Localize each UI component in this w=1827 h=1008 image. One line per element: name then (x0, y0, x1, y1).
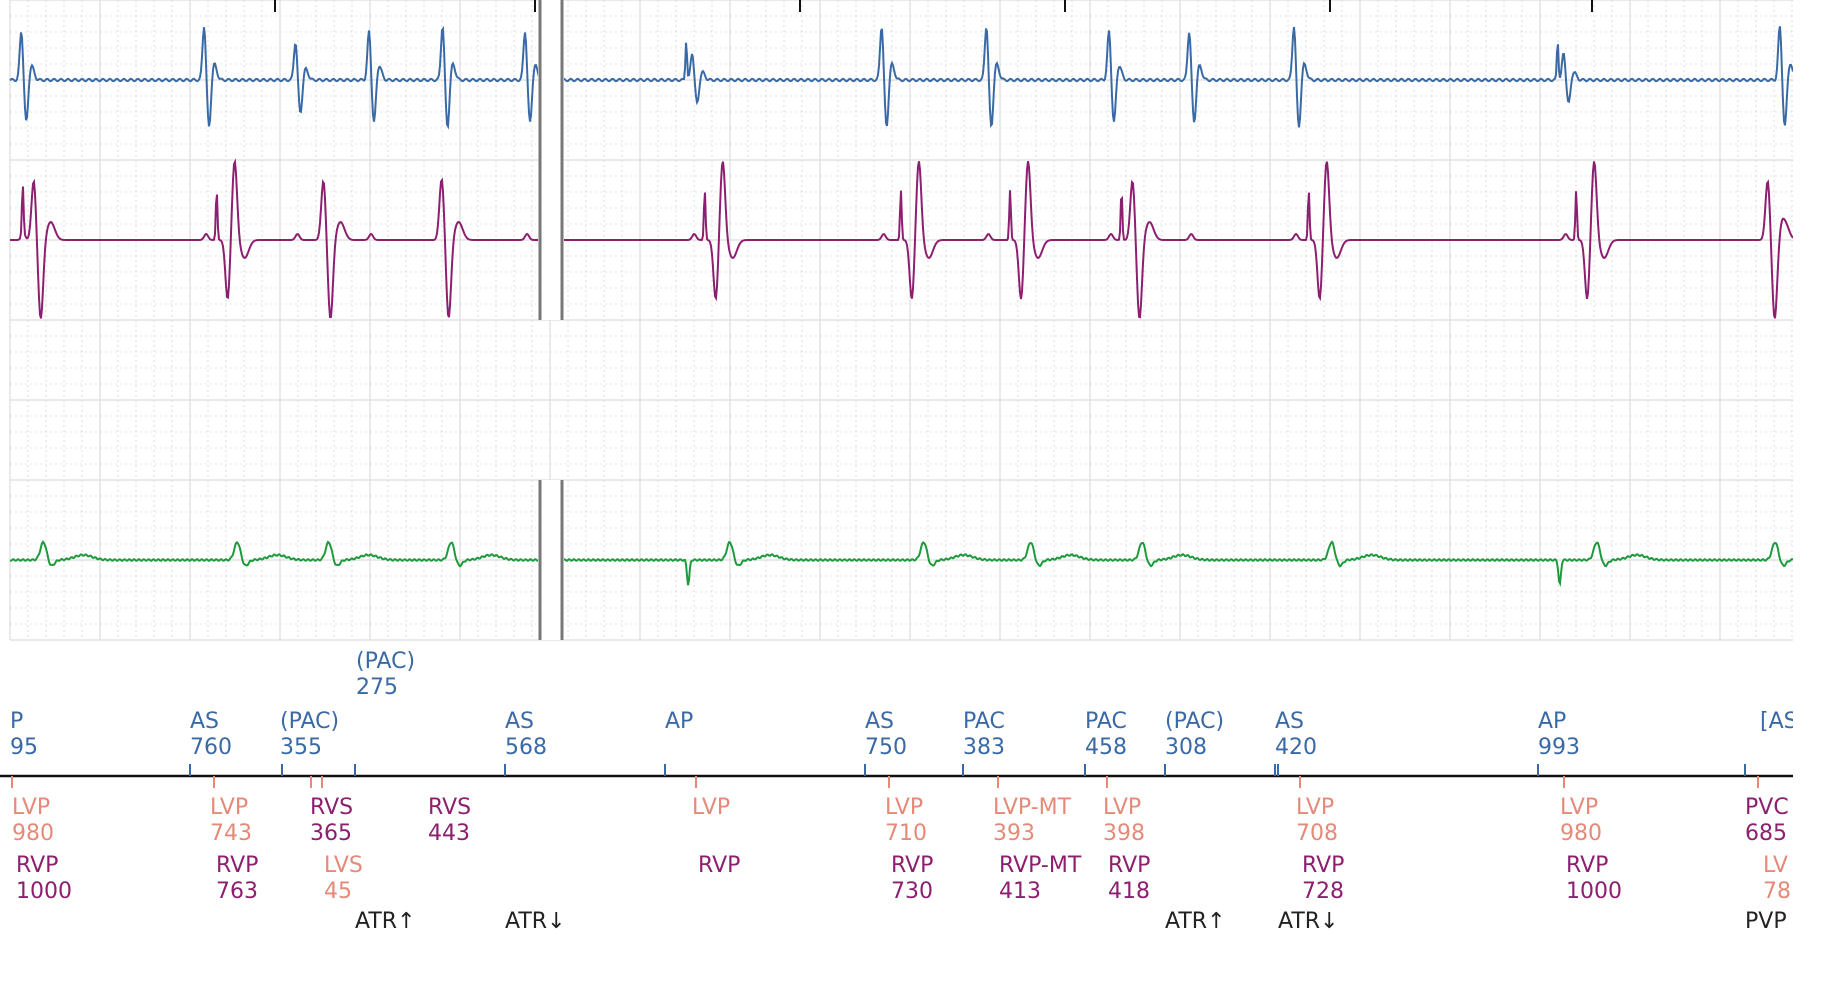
atrial-marker-value: 308 (1165, 735, 1207, 760)
atrial-marker-value: 420 (1275, 735, 1317, 760)
rv-pace-marker-label: RVP (16, 853, 58, 878)
atrial-marker-label: AS (505, 709, 534, 734)
atrial-marker-label: (PAC) (280, 709, 339, 734)
strip-break (274, 0, 1593, 640)
traces (9, 25, 1794, 587)
atrial-marker-label: (PAC) (356, 649, 415, 674)
atr-marker-label: ATR↓ (1278, 909, 1339, 934)
lv-marker-value: 980 (1560, 821, 1602, 846)
rv-pace-marker-value: 418 (1108, 879, 1150, 904)
rv-sense-marker-value: 443 (428, 821, 470, 846)
rv-pace-marker-label: RVP (1108, 853, 1150, 878)
atrial-marker-label: P (10, 709, 23, 734)
atrial-marker-value: 383 (963, 735, 1005, 760)
lv-sense-marker-value: 78 (1763, 879, 1791, 904)
rv-pace-marker-value: 728 (1302, 879, 1344, 904)
rv-pace-marker-label: RVP (216, 853, 258, 878)
atr-marker-label: PVP (1745, 909, 1787, 934)
atrial-marker-label: AS (1275, 709, 1304, 734)
atrial-marker-value: 568 (505, 735, 547, 760)
rv-pace-marker-label: RVP (891, 853, 933, 878)
lv-marker-label: LVP (1560, 795, 1598, 820)
lv-marker-label: LVP (1103, 795, 1141, 820)
rv-pace-marker-label: RVP-MT (999, 853, 1082, 878)
atrial-marker-label: [AS (1760, 709, 1798, 734)
atrial-marker-label: PAC (1085, 709, 1127, 734)
atr-marker-label: ATR↑ (355, 909, 416, 934)
atrial-marker-value: 95 (10, 735, 38, 760)
lv-marker-label: LVP (692, 795, 730, 820)
atrial-marker-value: 760 (190, 735, 232, 760)
rv-sense-marker-value: 365 (310, 821, 352, 846)
rv-sense-marker-label: RVS (428, 795, 471, 820)
rv-sense-marker-label: RVS (310, 795, 353, 820)
atrial-egm-trace (9, 25, 1794, 130)
lv-marker-value: 710 (885, 821, 927, 846)
surface-ecg-trace (9, 540, 1794, 587)
atrial-marker-label: AP (1538, 709, 1566, 734)
atrial-marker-label: PAC (963, 709, 1005, 734)
grid (9, 0, 1793, 641)
lv-marker-label: LVP (210, 795, 248, 820)
atrial-marker-label: AP (665, 709, 693, 734)
lv-sense-marker-label: LVS (324, 853, 363, 878)
lv-marker-value: 393 (993, 821, 1035, 846)
lv-marker-label: LVP-MT (993, 795, 1072, 820)
atrial-marker-value: 275 (356, 675, 398, 700)
atrial-marker-value: 993 (1538, 735, 1580, 760)
rv-pace-marker-value: 1000 (16, 879, 72, 904)
rv-pace-marker-label: RVP (1302, 853, 1344, 878)
lv-marker-value: 708 (1296, 821, 1338, 846)
rv-pace-marker-value: 413 (999, 879, 1041, 904)
lv-marker-value: 980 (12, 821, 54, 846)
break-gap (538, 0, 564, 320)
lv-marker-label: PVC (1745, 795, 1789, 820)
lv-marker-value: 685 (1745, 821, 1787, 846)
atr-marker-label: ATR↑ (1165, 909, 1226, 934)
atrial-marker-label: AS (190, 709, 219, 734)
break-gap (538, 480, 564, 640)
atrial-marker-label: AS (865, 709, 894, 734)
rv-pace-marker-label: RVP (1566, 853, 1608, 878)
lv-marker-label: LVP (885, 795, 923, 820)
lv-marker-label: LVP (1296, 795, 1334, 820)
lv-marker-value: 398 (1103, 821, 1145, 846)
rv-pace-marker-value: 1000 (1566, 879, 1622, 904)
ventricular-egm-trace (10, 158, 1794, 319)
lv-sense-marker-value: 45 (324, 879, 352, 904)
lv-marker-value: 743 (210, 821, 252, 846)
rv-pace-marker-value: 763 (216, 879, 258, 904)
lv-sense-marker-label: LV (1763, 853, 1788, 878)
atrial-marker-value: 458 (1085, 735, 1127, 760)
atrial-marker-value: 750 (865, 735, 907, 760)
lv-marker-label: LVP (12, 795, 50, 820)
rv-pace-marker-value: 730 (891, 879, 933, 904)
strip-right-mask (1793, 0, 1827, 1008)
atr-marker-label: ATR↓ (505, 909, 566, 934)
rv-pace-marker-label: RVP (698, 853, 740, 878)
atrial-marker-value: 355 (280, 735, 322, 760)
atrial-marker-label: (PAC) (1165, 709, 1224, 734)
